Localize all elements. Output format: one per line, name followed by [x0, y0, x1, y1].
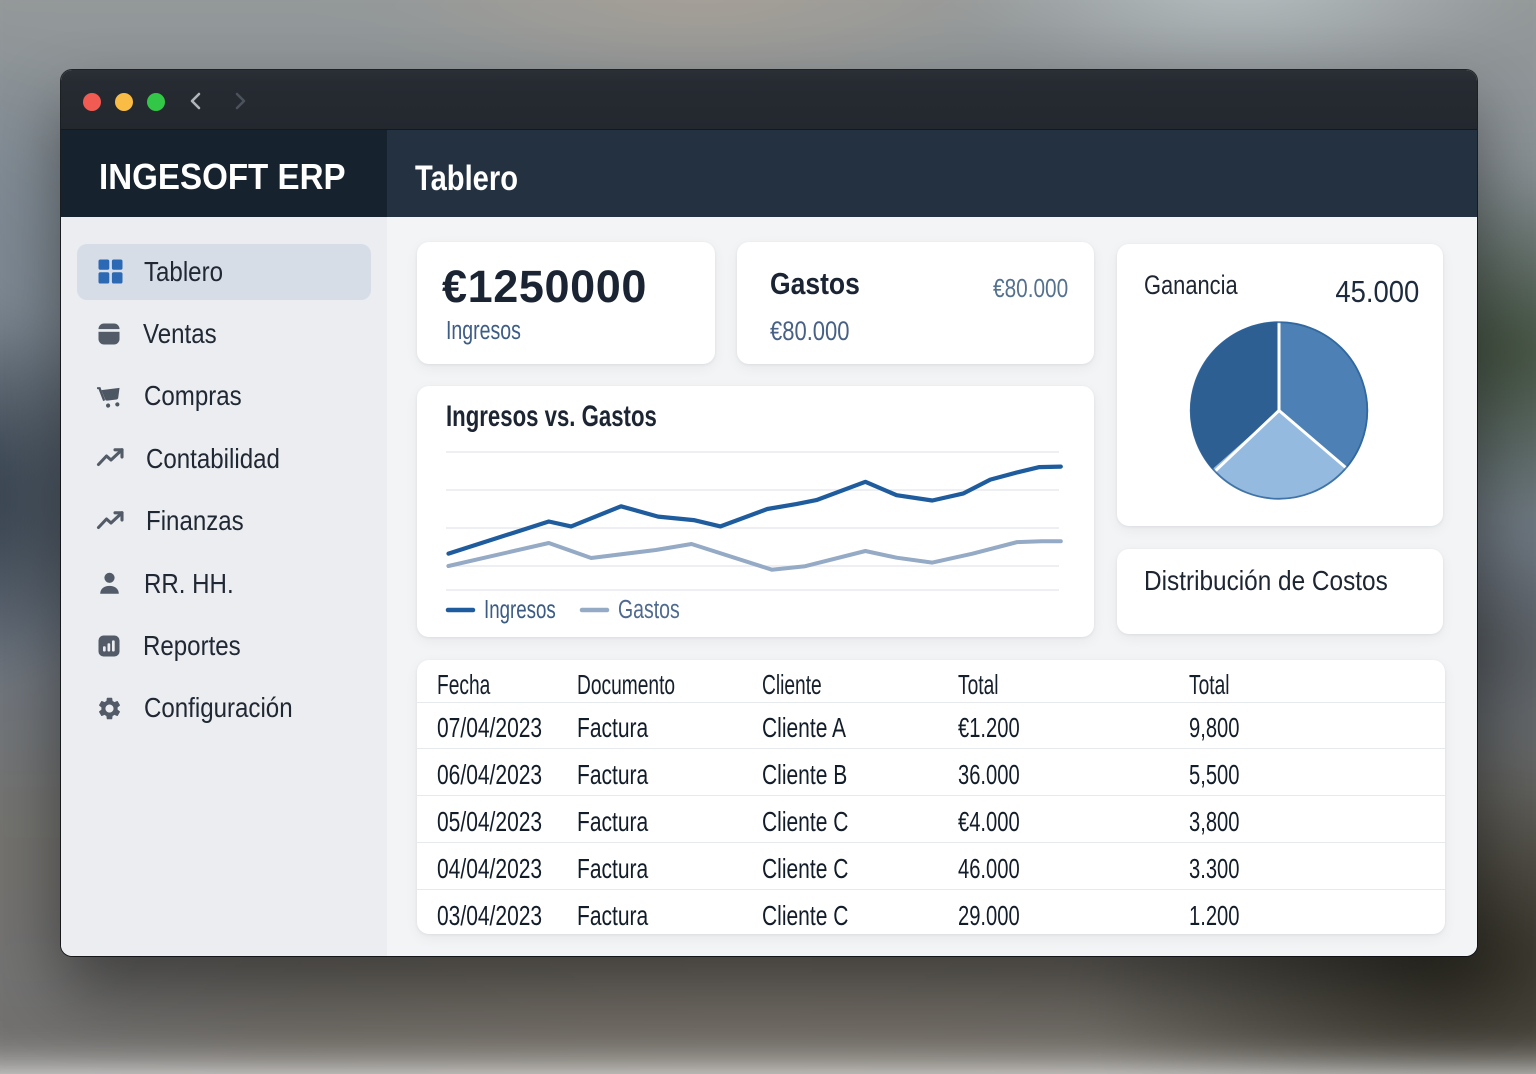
svg-text:Ingresos: Ingresos: [484, 594, 556, 624]
svg-text:Gastos: Gastos: [618, 594, 680, 623]
